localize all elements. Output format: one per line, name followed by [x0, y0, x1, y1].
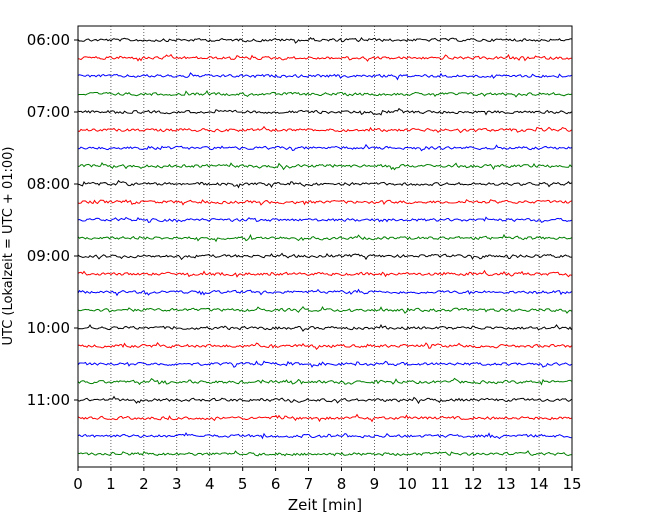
- y-tick-label: 09:00: [27, 247, 70, 265]
- y-tick-label: 08:00: [27, 175, 70, 193]
- y-tick-label: 06:00: [27, 31, 70, 49]
- x-tick-label: 7: [304, 475, 314, 493]
- trace-row: [77, 216, 572, 223]
- y-axis-ticks: 06:00 07:00 08:00 09:00 10:00 11:00: [27, 31, 78, 409]
- trace-row: [77, 89, 572, 98]
- trace-row: [77, 324, 572, 332]
- x-tick-label: 12: [464, 475, 483, 493]
- trace-row: [77, 252, 572, 261]
- x-tick-label: 11: [431, 475, 450, 493]
- trace-row: [77, 125, 572, 134]
- trace-row: [77, 377, 572, 386]
- x-tick-label: 13: [497, 475, 516, 493]
- y-tick-label: 10:00: [27, 319, 70, 337]
- x-tick-label: 1: [106, 475, 116, 493]
- x-axis-label: Zeit [min]: [288, 496, 362, 514]
- x-tick-label: 0: [73, 475, 83, 493]
- trace-row: [77, 143, 572, 152]
- trace-row: [77, 199, 572, 206]
- y-tick-label: 11:00: [27, 391, 70, 409]
- trace-row: [77, 179, 572, 189]
- x-tick-label: 10: [398, 475, 417, 493]
- trace-row: [77, 360, 572, 368]
- trace-row: [77, 413, 572, 423]
- trace-row: [77, 341, 572, 351]
- trace-row: [77, 306, 572, 314]
- trace-row: [77, 269, 572, 278]
- trace-row: [77, 395, 572, 405]
- trace-row: [77, 72, 572, 81]
- x-tick-label: 14: [530, 475, 549, 493]
- seismic-traces: [77, 36, 572, 457]
- plot-frame: [77, 25, 573, 468]
- x-tick-label: 15: [562, 475, 581, 493]
- trace-row: [77, 288, 572, 297]
- y-tick-label: 07:00: [27, 103, 70, 121]
- x-tick-label: 9: [370, 475, 380, 493]
- trace-row: [77, 233, 572, 243]
- x-tick-label: 3: [172, 475, 182, 493]
- trace-row: [77, 107, 572, 116]
- trace-row: [77, 36, 572, 44]
- y-axis-label: UTC (Lokalzeit = UTC + 01:00): [1, 147, 16, 346]
- x-tick-label: 4: [205, 475, 215, 493]
- trace-row: [77, 432, 572, 440]
- trace-row: [77, 53, 572, 62]
- x-tick-label: 2: [139, 475, 149, 493]
- x-tick-label: 8: [337, 475, 347, 493]
- trace-row: [77, 161, 572, 171]
- x-tick-label: 6: [271, 475, 281, 493]
- x-axis-ticks: 0 1 2 3 4 5 6 7 8 9 10 11 12 13 14 15: [73, 467, 582, 493]
- trace-row: [77, 450, 572, 457]
- x-tick-label: 5: [238, 475, 248, 493]
